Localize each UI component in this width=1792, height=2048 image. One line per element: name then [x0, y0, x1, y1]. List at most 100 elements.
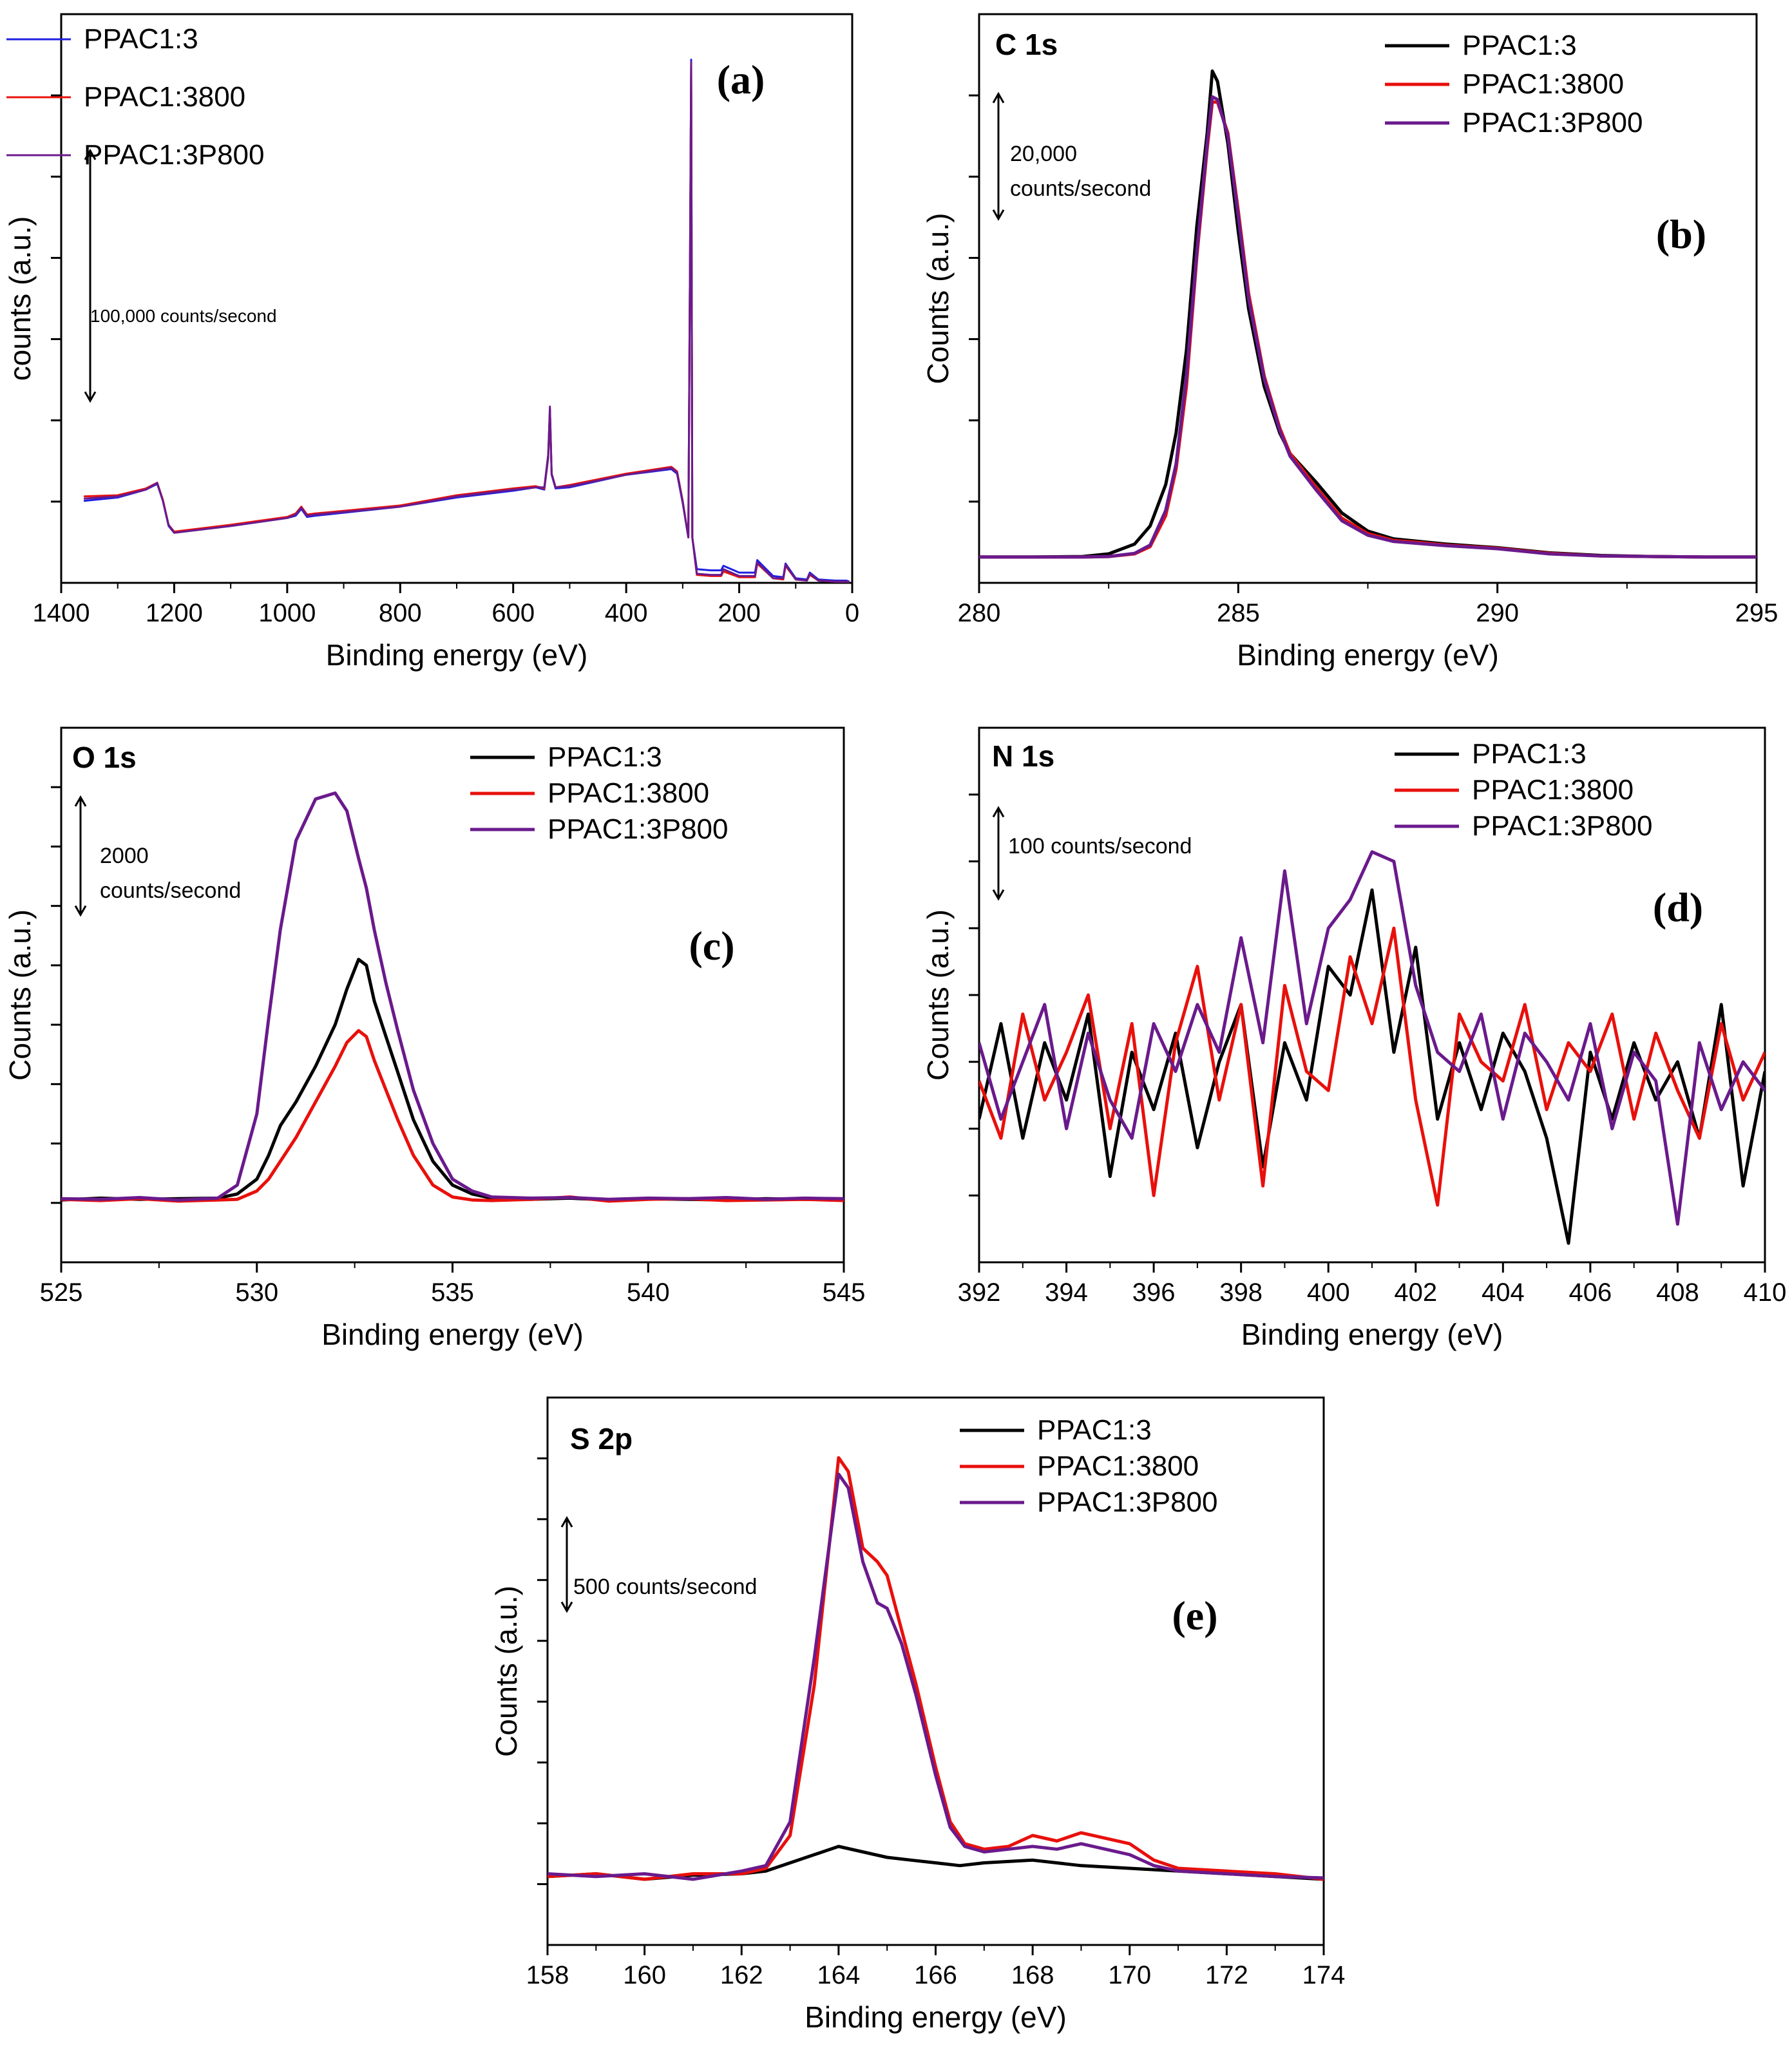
- series-line-ppac1-3800: [548, 1456, 1324, 1881]
- scale-arrow-head-up: [84, 148, 97, 160]
- panel-d: 392 394 396 398 400 402 404 406 408 410 Binding en…: [921, 726, 1786, 1351]
- x-axis-label: Binding energy (eV): [326, 638, 588, 672]
- x-tick-label: 396: [1132, 1278, 1176, 1307]
- scale-arrow-head-down: [84, 391, 97, 403]
- panel-b: 280 285 290 295 Binding energy (eV) Counts (a…: [921, 13, 1778, 672]
- panel-label: (c): [689, 923, 734, 969]
- x-axis: 280 285 290 295: [958, 583, 1778, 627]
- legend-label: PPAC1:3: [548, 741, 662, 773]
- legend-label: PPAC1:3800: [1037, 1450, 1199, 1482]
- x-tick-label: 158: [526, 1961, 569, 1989]
- series-line-ppac1-3800: [979, 926, 1765, 1207]
- legend: PPAC1:3 PPAC1:3800 PPAC1:3P800: [1395, 738, 1652, 842]
- series-line-ppac1-3p800: [979, 95, 1757, 559]
- legend-label: PPAC1:3800: [84, 81, 245, 113]
- legend: PPAC1:3 PPAC1:3800 PPAC1:3P800: [960, 1414, 1217, 1518]
- x-axis-label: Binding energy (eV): [805, 2000, 1067, 2034]
- scale-arrow-head-up: [74, 795, 87, 807]
- plot-frame: [60, 726, 845, 1264]
- x-tick-label: 285: [1217, 599, 1260, 627]
- scale-bar-text: 500 counts/second: [573, 1575, 757, 1599]
- x-tick-label: 168: [1011, 1961, 1054, 1989]
- series-line-ppac1-3p800: [979, 850, 1765, 1226]
- x-axis-label: Binding energy (eV): [321, 1318, 584, 1351]
- y-axis-label: Counts (a.u.): [3, 909, 37, 1081]
- x-tick-label: 392: [958, 1278, 1001, 1307]
- y-axis: [51, 786, 61, 1204]
- scale-bar-text-line1: 2000: [100, 844, 149, 868]
- scale-arrow-head-down: [74, 905, 87, 917]
- x-tick-label: 170: [1108, 1961, 1151, 1989]
- x-tick-label: 200: [718, 599, 761, 627]
- series-line-ppac1-3: [548, 1844, 1324, 1881]
- series-line-ppac1-3p800: [84, 61, 850, 583]
- scale-arrow-head-up: [992, 806, 1005, 818]
- scale-bar-text-line2: counts/second: [100, 878, 241, 903]
- legend: PPAC1:3 PPAC1:3800 PPAC1:3P800: [1385, 30, 1643, 138]
- scale-bar: 2000 counts/second: [74, 795, 241, 917]
- legend-label: PPAC1:3P800: [1037, 1486, 1217, 1518]
- legend-label: PPAC1:3P800: [84, 139, 264, 171]
- x-axis-label: Binding energy (eV): [1241, 1318, 1503, 1351]
- x-tick-label: 1400: [33, 599, 90, 627]
- legend-label: PPAC1:3800: [1462, 68, 1624, 100]
- x-tick-label: 280: [958, 599, 1001, 627]
- panel-title: S 2p: [570, 1422, 633, 1455]
- panel-label: (a): [717, 57, 765, 102]
- y-axis: [51, 94, 61, 503]
- x-tick-label: 160: [623, 1961, 666, 1989]
- x-tick-label: 400: [605, 599, 648, 627]
- scale-bar-text-line1: 20,000: [1010, 142, 1077, 166]
- scale-bar: 100,000 counts/second: [84, 148, 277, 403]
- panel-title: N 1s: [992, 739, 1054, 773]
- x-tick-label: 600: [491, 599, 535, 627]
- panel-a: 1400 1200 1000 800 600 400 200 0 Binding energy …: [3, 13, 859, 672]
- plot-frame: [978, 13, 1758, 584]
- legend: PPAC1:3 PPAC1:3800 PPAC1:3P800: [470, 741, 728, 845]
- y-axis: [969, 793, 979, 1197]
- x-tick-label: 408: [1656, 1278, 1699, 1307]
- legend-label: PPAC1:3P800: [548, 813, 728, 845]
- series-group: [979, 69, 1757, 559]
- legend-label: PPAC1:3P800: [1472, 810, 1652, 842]
- plot-frame: [978, 726, 1766, 1264]
- x-tick-label: 172: [1205, 1961, 1248, 1989]
- series-group: [548, 1456, 1324, 1881]
- x-tick-label: 402: [1394, 1278, 1437, 1307]
- series-group: [83, 59, 850, 583]
- series-group: [979, 850, 1765, 1245]
- legend-label: PPAC1:3800: [548, 777, 709, 809]
- series-line-ppac1-3p800: [61, 791, 844, 1202]
- y-axis-label: Counts (a.u.): [921, 213, 955, 384]
- panel-c: 525 530 535 540 545 Binding energy (eV) Counts…: [3, 726, 865, 1351]
- x-tick-label: 535: [431, 1278, 474, 1307]
- y-axis-label: Counts (a.u.): [921, 909, 955, 1081]
- legend-label: PPAC1:3: [1462, 30, 1577, 61]
- series-line-ppac1-3: [979, 69, 1757, 559]
- scale-arrow-head-up: [992, 91, 1005, 104]
- legend: PPAC1:3 PPAC1:3800 PPAC1:3P800: [6, 23, 264, 171]
- scale-arrow-head-down: [992, 889, 1005, 901]
- x-tick-label: 404: [1482, 1278, 1525, 1307]
- scale-bar-text-line2: counts/second: [1010, 176, 1151, 201]
- legend-label: PPAC1:3P800: [1462, 107, 1643, 138]
- x-tick-label: 530: [235, 1278, 278, 1307]
- x-axis: 1400 1200 1000 800 600 400 200 0: [33, 583, 859, 627]
- legend-label: PPAC1:3: [84, 23, 198, 55]
- panel-label: (e): [1172, 1593, 1217, 1638]
- x-tick-label: 525: [40, 1278, 83, 1307]
- scale-arrow-head-up: [560, 1515, 573, 1528]
- x-tick-label: 398: [1219, 1278, 1263, 1307]
- y-axis: [537, 1457, 548, 1886]
- scale-bar-text: 100,000 counts/second: [90, 306, 277, 326]
- scale-bar: 100 counts/second: [992, 806, 1192, 901]
- x-tick-label: 394: [1045, 1278, 1088, 1307]
- series-line-ppac1-3800: [979, 100, 1757, 559]
- x-tick-label: 1200: [146, 599, 203, 627]
- x-axis: 525 530 535 540 545: [40, 1262, 865, 1307]
- x-tick-label: 290: [1476, 599, 1519, 627]
- series-line-ppac1-3800: [61, 1029, 844, 1203]
- panel-label: (d): [1653, 884, 1703, 930]
- x-tick-label: 164: [817, 1961, 861, 1989]
- scale-bar: 20,000 counts/second: [992, 91, 1151, 221]
